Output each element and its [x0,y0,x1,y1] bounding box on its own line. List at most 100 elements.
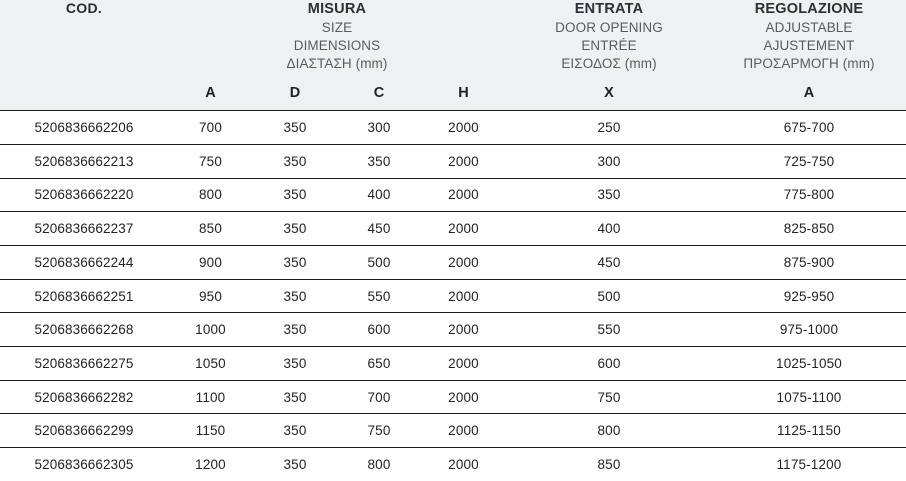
cell-c: 500 [337,244,421,280]
table-row: 5206836662206 700 350 300 2000 250 675-700 [0,110,906,145]
column-letter-cod-spacer [0,73,168,111]
cell-h: 2000 [421,143,506,179]
cell-d: 350 [253,143,337,179]
table-row: 5206836662305 1200 350 800 2000 850 1175-1200 [0,447,906,481]
table-row: 5206836662220 800 350 400 2000 350 775-800 [0,177,906,212]
cell-c: 800 [337,447,421,481]
group-title-regolazione: REGOLAZIONE [754,1,864,17]
cell-adj: 1025-1050 [712,346,906,381]
cell-h: 2000 [421,379,506,414]
table-row: 5206836662213 750 350 350 2000 300 725-750 [0,143,906,179]
group-subtitle-misura-dimensions: DIMENSIONS [293,38,381,54]
cell-d: 350 [253,244,337,280]
group-header-row: COD. MISURA SIZE DIMENSIONS ΔΙΑΣΤΑΣΗ (mm… [0,0,906,74]
cell-h: 2000 [421,110,506,145]
cell-d: 350 [253,278,337,313]
column-letter-h: H [421,73,506,111]
table-row: 5206836662282 1100 350 700 2000 750 1075-1100 [0,379,906,414]
group-subtitle-entrata-el: ΕΙΣΟΔΟΣ (mm) [561,56,657,72]
cell-product-code: 5206836662220 [0,177,168,212]
cell-h: 2000 [421,244,506,280]
cell-x: 850 [506,447,712,481]
cell-a: 1200 [168,447,253,481]
cell-d: 350 [253,312,337,347]
cell-c: 450 [337,211,421,246]
cell-adj: 925-950 [712,278,906,313]
cell-x: 450 [506,244,712,280]
cell-adj: 1175-1200 [712,447,906,481]
table-row: 5206836662251 950 350 550 2000 500 925-950 [0,278,906,313]
cell-h: 2000 [421,278,506,313]
cell-adj: 675-700 [712,110,906,145]
group-subtitle-entrata-fr: ENTRÉE [581,38,637,54]
table-body: 5206836662206 700 350 300 2000 250 675-700 5206… [0,110,906,481]
cell-a: 750 [168,143,253,179]
cell-x: 750 [506,379,712,414]
cell-adj: 775-800 [712,177,906,212]
column-group-cod: COD. [0,0,168,74]
cell-d: 350 [253,346,337,381]
cell-d: 350 [253,211,337,246]
group-subtitle-regolazione-fr: AJUSTEMENT [763,38,855,54]
cell-c: 750 [337,413,421,448]
cell-product-code: 5206836662206 [0,110,168,145]
cell-h: 2000 [421,211,506,246]
column-letter-a: A [168,73,253,111]
cell-c: 300 [337,110,421,145]
cell-h: 2000 [421,447,506,481]
cell-x: 600 [506,346,712,381]
column-letter-adjustable-a: A [712,73,906,111]
cell-product-code: 5206836662251 [0,278,168,313]
cell-product-code: 5206836662237 [0,211,168,246]
cell-a: 1150 [168,413,253,448]
cell-d: 350 [253,379,337,414]
column-group-entrata: ENTRATA DOOR OPENING ENTRÉE ΕΙΣΟΔΟΣ (mm) [506,0,712,74]
group-subtitle-regolazione-en: ADJUSTABLE [765,20,853,36]
group-subtitle-misura-el: ΔΙΑΣΤΑΣΗ (mm) [286,56,388,72]
table-row: 5206836662299 1150 350 750 2000 800 1125-1150 [0,413,906,448]
cell-adj: 875-900 [712,244,906,280]
cell-x: 800 [506,413,712,448]
cell-product-code: 5206836662244 [0,244,168,280]
cell-a: 700 [168,110,253,145]
table-row: 5206836662275 1050 350 650 2000 600 1025-1050 [0,346,906,381]
table-row: 5206836662268 1000 350 600 2000 550 975-1000 [0,312,906,347]
cell-h: 2000 [421,312,506,347]
cell-adj: 1075-1100 [712,379,906,414]
cell-x: 250 [506,110,712,145]
group-title-misura: MISURA [307,1,367,17]
cell-c: 700 [337,379,421,414]
cell-adj: 1125-1150 [712,413,906,448]
cell-adj: 725-750 [712,143,906,179]
cell-h: 2000 [421,346,506,381]
cell-a: 1050 [168,346,253,381]
cell-c: 400 [337,177,421,212]
table-row: 5206836662237 850 350 450 2000 400 825-850 [0,211,906,246]
cell-c: 650 [337,346,421,381]
column-group-misura: MISURA SIZE DIMENSIONS ΔΙΑΣΤΑΣΗ (mm) [168,0,506,74]
cell-adj: 975-1000 [712,312,906,347]
cell-x: 300 [506,143,712,179]
cell-adj: 825-850 [712,211,906,246]
group-title-entrata: ENTRATA [574,1,644,17]
group-subtitle-entrata-en: DOOR OPENING [555,20,663,36]
cell-h: 2000 [421,413,506,448]
cell-x: 350 [506,177,712,212]
cell-product-code: 5206836662268 [0,312,168,347]
cell-c: 350 [337,143,421,179]
column-letter-x: X [506,73,712,111]
cell-product-code: 5206836662282 [0,379,168,414]
table-row: 5206836662244 900 350 500 2000 450 875-900 [0,244,906,280]
cell-h: 2000 [421,177,506,212]
cell-c: 550 [337,278,421,313]
cell-a: 800 [168,177,253,212]
cell-x: 400 [506,211,712,246]
cell-d: 350 [253,177,337,212]
group-subtitle-regolazione-el: ΠΡΟΣΑΡΜΟΓΗ (mm) [743,56,875,72]
cell-product-code: 5206836662275 [0,346,168,381]
cell-d: 350 [253,447,337,481]
cell-product-code: 5206836662299 [0,413,168,448]
column-letter-c: C [337,73,421,111]
cell-a: 850 [168,211,253,246]
